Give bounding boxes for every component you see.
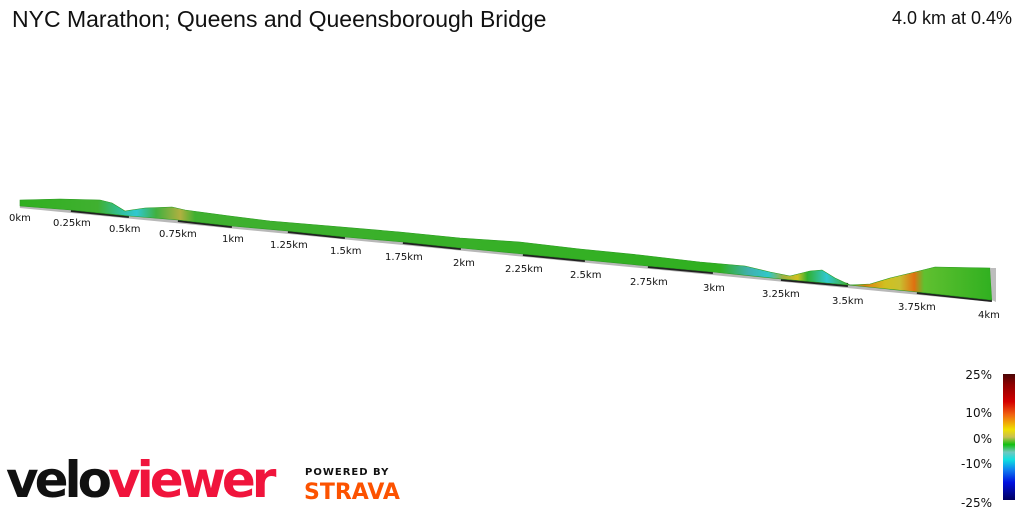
svg-text:1.75km: 1.75km — [385, 252, 423, 263]
svg-text:1.25km: 1.25km — [270, 240, 308, 251]
logo-viewer: viewer — [108, 451, 276, 509]
svg-text:3.5km: 3.5km — [832, 296, 863, 307]
powered-by-label: POWERED BY — [305, 467, 390, 478]
svg-text:1.5km: 1.5km — [330, 246, 361, 257]
svg-text:2.25km: 2.25km — [505, 264, 543, 275]
svg-text:3km: 3km — [703, 283, 725, 294]
svg-text:0.5km: 0.5km — [109, 224, 140, 235]
legend-label-25: 25% — [965, 368, 992, 382]
gradient-legend: 25% 10% 0% -10% -25% — [960, 366, 1024, 512]
legend-label-minus-10: -10% — [960, 457, 992, 471]
gradient-profile-surface — [19, 198, 993, 301]
svg-text:0.25km: 0.25km — [53, 218, 91, 229]
svg-text:2.75km: 2.75km — [630, 277, 668, 288]
svg-text:4km: 4km — [978, 310, 1000, 321]
svg-text:2.5km: 2.5km — [570, 270, 601, 281]
svg-text:0.75km: 0.75km — [159, 229, 197, 240]
gradient-color-scale — [1003, 374, 1015, 500]
legend-label-minus-25: -25% — [960, 496, 992, 510]
legend-label-0: 0% — [972, 432, 992, 446]
veloviewer-logo: veloviewer — [6, 451, 276, 509]
distance-baseline — [19, 204, 993, 302]
legend-label-10: 10% — [965, 406, 992, 420]
chart-title: NYC Marathon; Queens and Queensborough B… — [12, 6, 547, 32]
svg-text:0km: 0km — [9, 213, 31, 224]
svg-text:1km: 1km — [222, 234, 244, 245]
svg-text:3.25km: 3.25km — [762, 289, 800, 300]
strava-logo: STRAVA — [304, 480, 400, 505]
logo-velo: velo — [6, 451, 112, 509]
distance-axis-labels: 0km 0.25km 0.5km 0.75km 1km 1.25km 1.5km… — [9, 213, 1000, 321]
svg-text:2km: 2km — [453, 258, 475, 269]
elevation-profile: 0km 0.25km 0.5km 0.75km 1km 1.25km 1.5km… — [9, 198, 1000, 321]
svg-text:3.75km: 3.75km — [898, 302, 936, 313]
profile-end-cap — [990, 268, 996, 302]
distance-gradient-summary: 4.0 km at 0.4% — [891, 8, 1012, 28]
